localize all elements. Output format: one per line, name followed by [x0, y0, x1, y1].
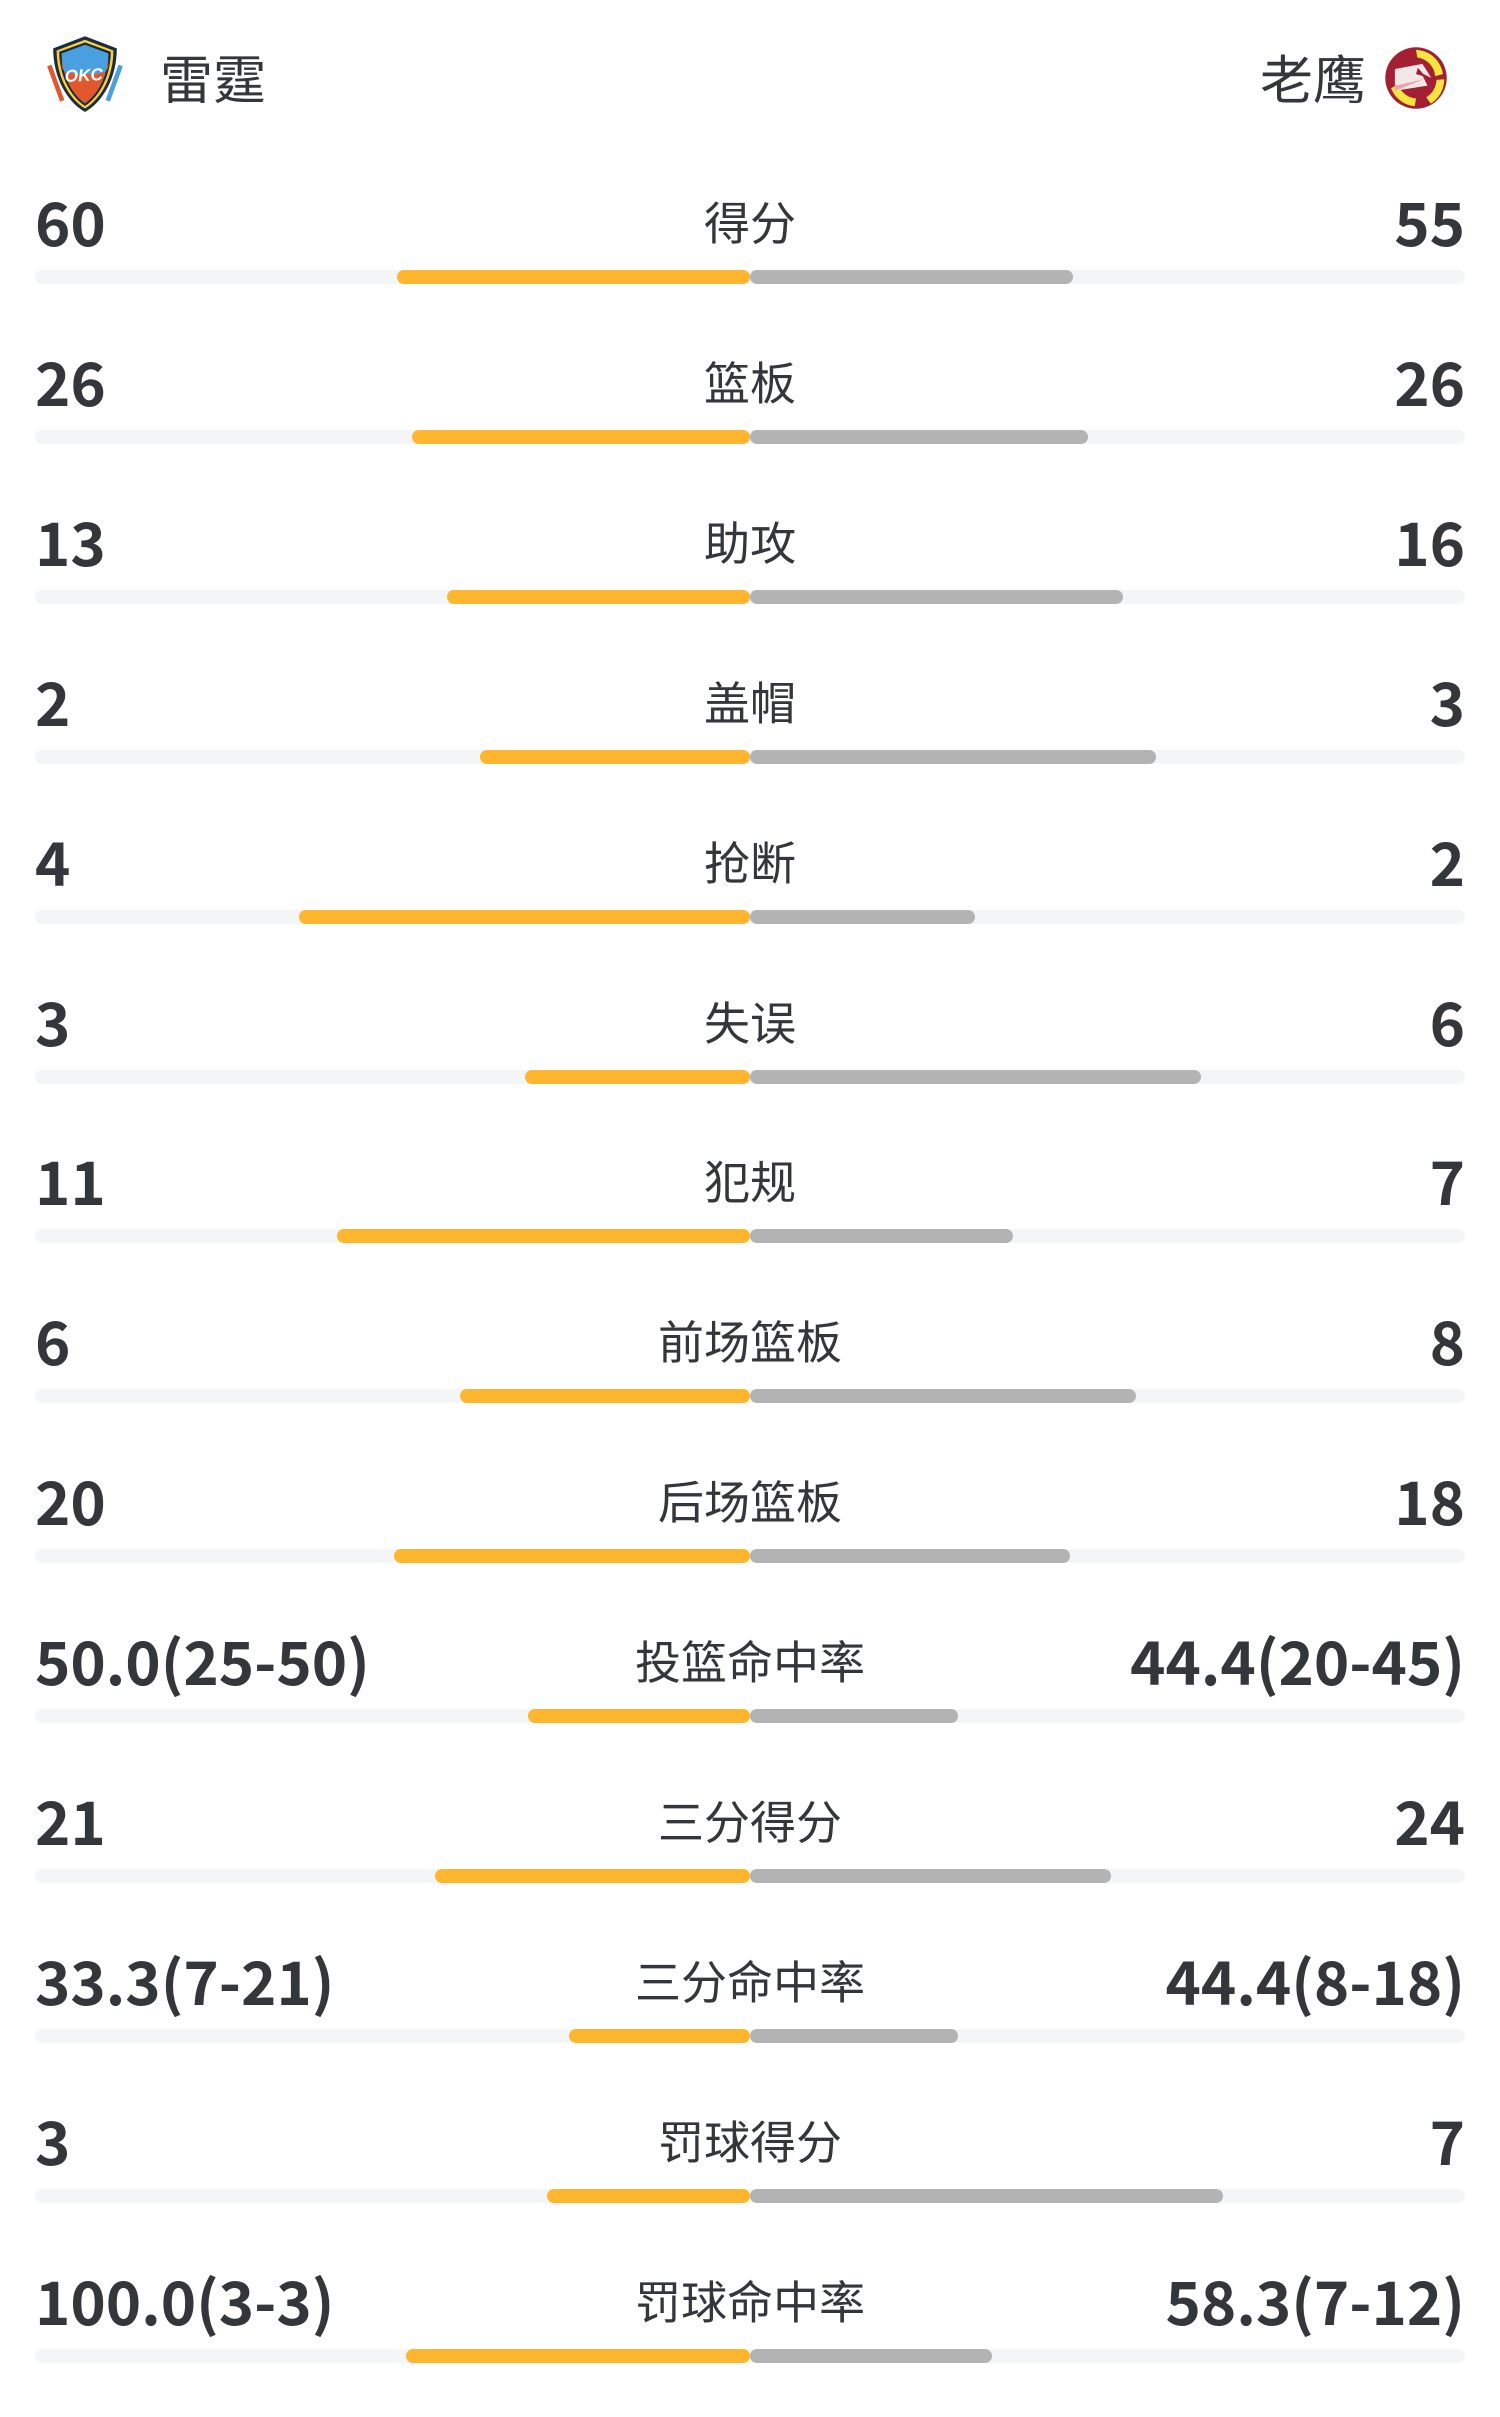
svg-text:OKC: OKC — [64, 64, 104, 86]
